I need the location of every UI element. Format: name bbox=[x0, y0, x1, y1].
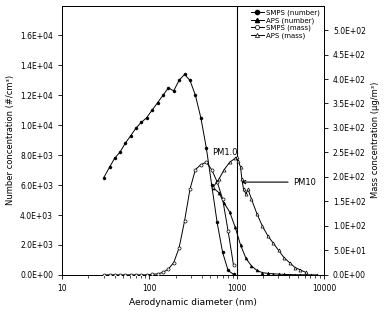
Y-axis label: Number concentration (#/cm³): Number concentration (#/cm³) bbox=[5, 75, 15, 205]
Legend: SMPS (number), APS (number), SMPS (mass), APS (mass): SMPS (number), APS (number), SMPS (mass)… bbox=[251, 9, 320, 39]
Text: PM1.0: PM1.0 bbox=[212, 148, 237, 157]
X-axis label: Aerodynamic diameter (nm): Aerodynamic diameter (nm) bbox=[129, 298, 257, 307]
Y-axis label: Mass concentration (μg/m³): Mass concentration (μg/m³) bbox=[371, 82, 381, 198]
Text: PM10: PM10 bbox=[242, 177, 317, 187]
